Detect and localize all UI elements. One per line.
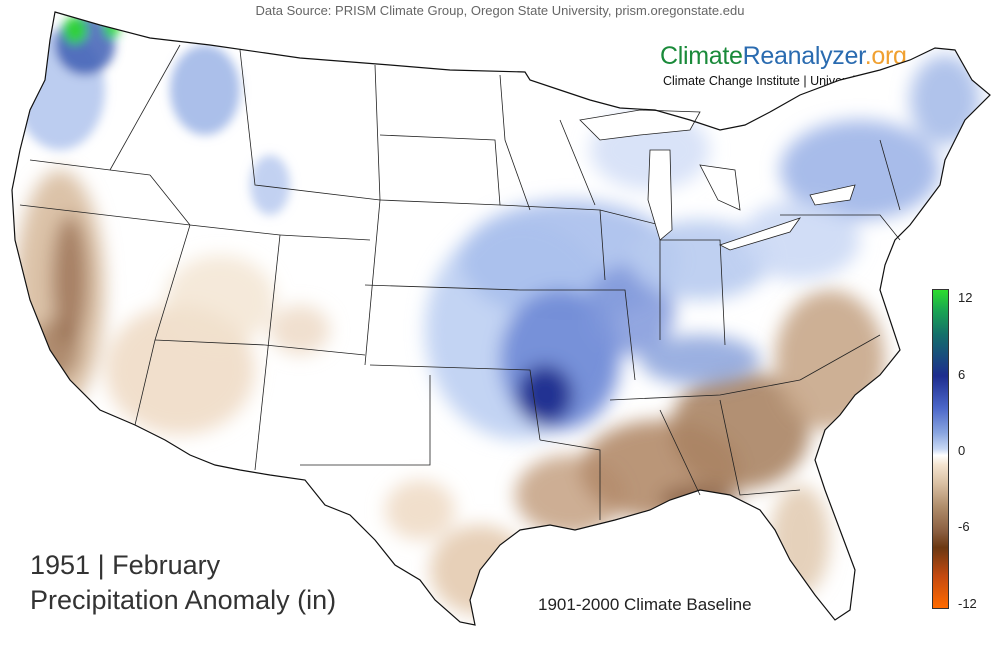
legend-tick-0: 0 xyxy=(958,443,966,458)
id-nv-border xyxy=(149,174,281,236)
wa-id-border xyxy=(109,44,181,171)
climate-reanalyzer-logo: ClimateReanalyzer.org xyxy=(660,42,907,71)
color-scale-bar xyxy=(933,290,948,608)
legend-tick-6: 6 xyxy=(958,367,966,382)
legend-tick-neg6: -6 xyxy=(958,519,970,534)
map-title-variable: Precipitation Anomaly (in) xyxy=(30,585,337,615)
ok-border xyxy=(369,364,541,441)
lake-ontario xyxy=(809,184,856,206)
lake-huron xyxy=(699,164,741,211)
tn-border xyxy=(609,379,801,401)
az-nm-border xyxy=(154,339,366,356)
ut-az-border xyxy=(254,234,281,471)
data-source-text: Data Source: PRISM Climate Group, Oregon… xyxy=(255,3,745,18)
wet-anomaly-northeast xyxy=(740,55,980,280)
logo-part-climate: Climate xyxy=(660,42,743,70)
ca-or-border xyxy=(19,204,191,226)
nc-va-border xyxy=(799,334,881,381)
state-boundaries xyxy=(19,44,901,520)
vt-nh-border xyxy=(879,139,901,211)
al-ms-border xyxy=(659,409,701,496)
lake-michigan xyxy=(647,149,673,241)
ks-co-border xyxy=(364,284,521,291)
mt-wy-border xyxy=(239,49,381,201)
lake-superior xyxy=(579,109,701,141)
great-lakes xyxy=(579,109,856,251)
sd-ne-border xyxy=(379,134,501,206)
logo-part-reanalyzer: Reanalyzer xyxy=(742,42,865,70)
legend-tick-neg12: -12 xyxy=(958,596,977,611)
ga-fl-border xyxy=(719,399,801,496)
in-oh-border xyxy=(660,239,726,346)
mn-border xyxy=(499,74,531,211)
legend-tick-12: 12 xyxy=(958,290,973,305)
wi-border xyxy=(559,119,596,206)
map-title-date: 1951 | February xyxy=(30,550,221,580)
pa-ny-border xyxy=(780,214,901,241)
la-ar-border xyxy=(539,439,601,520)
color-scale-legend xyxy=(932,289,949,609)
mo-border xyxy=(520,289,636,381)
baseline-label: 1901-2000 Climate Baseline xyxy=(538,595,752,614)
lake-erie xyxy=(718,217,802,251)
ut-co-border xyxy=(279,234,371,241)
tx-nm-border xyxy=(300,375,431,466)
